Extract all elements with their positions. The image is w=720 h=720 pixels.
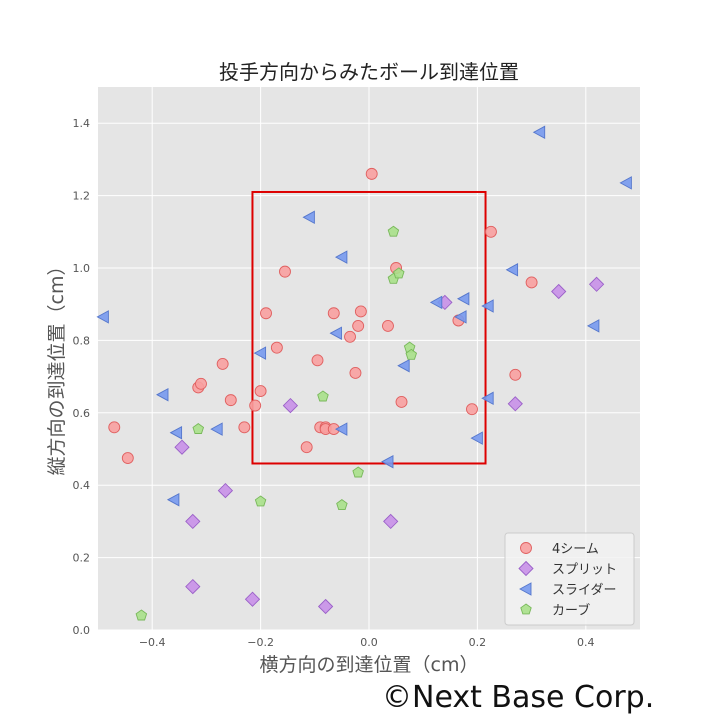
data-point-series-0 [509, 368, 522, 381]
data-point-series-2 [429, 295, 443, 310]
legend-marker [519, 582, 532, 596]
data-point-series-2 [586, 319, 600, 333]
data-point-series-0 [382, 319, 394, 332]
data-point-series-1 [282, 397, 299, 414]
data-point-series-2 [334, 422, 348, 436]
data-point-series-2 [470, 431, 483, 445]
data-point-series-0 [395, 395, 408, 408]
data-point-series-3 [393, 267, 405, 279]
data-point-series-1 [244, 591, 261, 607]
data-point-series-0 [344, 330, 356, 343]
x-tick-label: 0.2 [469, 636, 487, 649]
data-point-series-0 [311, 354, 324, 367]
data-point-series-0 [485, 225, 497, 238]
legend-marker [518, 560, 534, 577]
data-point-series-2 [169, 425, 183, 440]
data-point-series-0 [466, 403, 478, 416]
data-point-series-1 [217, 482, 234, 499]
watermark: ©Next Base Corp. [382, 680, 655, 715]
data-point-series-0 [216, 357, 229, 370]
data-point-series-3 [387, 225, 400, 237]
data-point-series-2 [253, 346, 267, 360]
data-point-series-2 [397, 358, 410, 373]
data-point-series-1 [317, 598, 334, 615]
data-point-series-0 [249, 399, 262, 412]
data-point-series-1 [174, 439, 190, 455]
data-point-series-1 [185, 578, 201, 595]
data-point-series-2 [481, 391, 494, 406]
data-point-series-3 [135, 609, 148, 621]
data-point-series-2 [96, 310, 109, 324]
data-point-series-3 [254, 495, 267, 507]
data-point-series-2 [166, 492, 180, 507]
x-tick-label: 0.0 [360, 636, 378, 649]
chart-title: 投手方向からみたボール到達位置 [219, 60, 519, 84]
y-tick-label: 0.8 [73, 334, 91, 347]
data-point-series-2 [619, 176, 632, 190]
data-point-series-0 [108, 421, 121, 434]
data-point-series-0 [352, 319, 365, 332]
data-point-series-0 [525, 276, 538, 289]
data-point-series-3 [192, 423, 205, 434]
data-points [96, 125, 632, 621]
y-axis-label: 縦方向の到達位置（cm） [46, 257, 68, 476]
data-point-series-2 [156, 387, 169, 402]
data-point-series-1 [383, 513, 399, 530]
data-point-series-2 [532, 125, 546, 140]
data-point-series-3 [317, 390, 329, 402]
data-point-series-0 [224, 394, 237, 407]
data-point-series-0 [195, 377, 207, 390]
data-point-series-0 [354, 305, 367, 318]
data-point-series-0 [121, 452, 134, 464]
data-point-series-0 [270, 341, 283, 354]
x-axis-label: 横方向の到達位置（cm） [260, 654, 479, 676]
legend-label: 4シーム [552, 542, 599, 557]
data-point-series-1 [551, 283, 567, 300]
y-tick-label: 0.4 [73, 479, 91, 492]
data-point-series-2 [381, 454, 394, 469]
data-point-series-0 [279, 265, 291, 278]
data-point-series-2 [505, 263, 519, 277]
legend-label: スライダー [552, 583, 616, 598]
legend-label: カーブ [552, 603, 590, 619]
data-point-series-2 [481, 299, 494, 313]
data-point-series-1 [588, 276, 605, 292]
data-point-series-2 [454, 310, 467, 324]
data-point-series-3 [405, 348, 418, 360]
data-point-series-0 [254, 385, 267, 398]
legend-box [504, 532, 635, 626]
data-point-series-0 [260, 307, 272, 320]
y-tick-label: 1.0 [73, 262, 91, 275]
data-point-series-2 [456, 292, 470, 306]
legend-label: スプリット [552, 563, 617, 578]
y-tick-label: 1.4 [73, 117, 91, 130]
data-point-series-0 [365, 167, 378, 180]
x-tick-label: −0.4 [139, 636, 166, 649]
y-tick-label: 1.2 [73, 190, 91, 203]
data-point-series-1 [185, 513, 201, 530]
legend-marker [520, 542, 532, 554]
strike-zone-layer [251, 190, 487, 465]
data-point-series-0 [327, 307, 340, 320]
tick-labels: −0.4 −0.2 0.0 0.2 0.4 0.0 0.2 0.4 0.6 0.8 1.0 1.2 1.… [73, 117, 595, 649]
y-tick-label: 0.0 [73, 624, 91, 637]
y-tick-label: 0.2 [73, 552, 91, 565]
x-tick-label: −0.2 [247, 636, 274, 649]
data-point-series-2 [210, 422, 223, 436]
data-point-series-3 [336, 499, 348, 511]
data-point-series-0 [238, 421, 251, 434]
legend-marker [520, 603, 532, 615]
data-point-series-2 [329, 326, 342, 340]
y-tick-label: 0.6 [73, 407, 91, 420]
data-point-series-2 [334, 250, 348, 264]
data-point-series-0 [349, 367, 362, 379]
data-point-series-2 [302, 210, 315, 225]
x-tick-label: 0.4 [577, 636, 595, 649]
strike-zone [251, 190, 487, 465]
data-point-series-1 [507, 396, 523, 412]
data-point-series-3 [352, 466, 364, 478]
data-point-series-0 [300, 441, 313, 454]
